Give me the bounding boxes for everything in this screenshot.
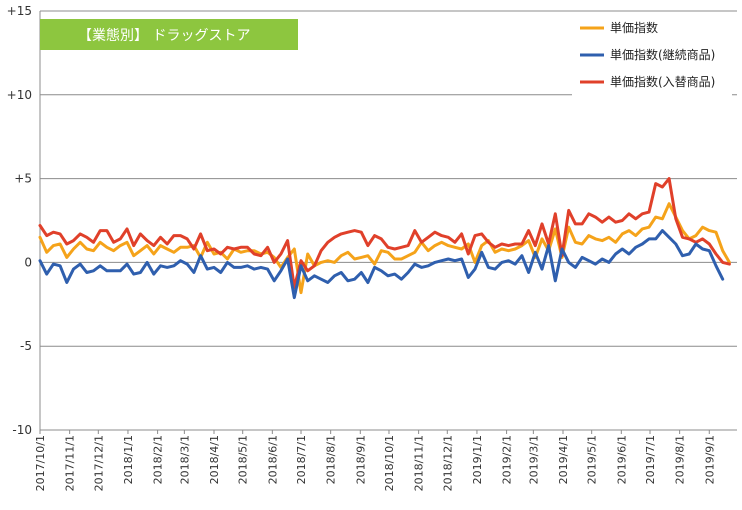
x-tick-label: 2018/10/1	[383, 435, 396, 491]
y-axis-ticks: +15 +10 +5 0 -5 -10	[7, 4, 32, 437]
x-tick-label: 2017/10/1	[34, 435, 47, 491]
series-lines	[38, 177, 731, 300]
chart-title: 【業態別】 ドラッグストア	[78, 28, 250, 44]
x-tick-label: 2019/1/1	[471, 435, 484, 484]
legend-label: 単価指数(継続商品)	[610, 47, 715, 62]
y-tick-label: -5	[20, 339, 32, 353]
series-line	[38, 177, 731, 289]
x-tick-label: 2019/7/1	[644, 435, 657, 484]
x-tick-label: 2018/8/1	[325, 435, 338, 484]
x-tick-label: 2018/7/1	[295, 435, 308, 484]
x-tick-label: 2019/6/1	[615, 435, 628, 484]
legend-label: 単価指数(入替商品)	[610, 74, 715, 89]
x-tick-label: 2019/5/1	[586, 435, 599, 484]
x-tick-label: 2019/8/1	[674, 435, 687, 484]
chart-title-badge: 【業態別】 ドラッグストア	[40, 19, 298, 50]
legend-label: 単価指数	[610, 20, 658, 35]
y-tick-label: -10	[12, 423, 32, 437]
x-tick-label: 2018/5/1	[237, 435, 250, 484]
x-tick-label: 2019/4/1	[557, 435, 570, 484]
x-tick-label: 2018/1/1	[122, 435, 135, 484]
y-tick-label: +5	[14, 172, 32, 186]
x-tick-label: 2019/2/1	[501, 435, 514, 484]
y-tick-label: +15	[7, 4, 32, 18]
y-tick-label: +10	[7, 88, 32, 102]
x-tick-label: 2018/9/1	[354, 435, 367, 484]
series-line	[38, 229, 725, 300]
x-tick-label: 2018/2/1	[152, 435, 165, 484]
y-tick-label: 0	[24, 255, 32, 269]
x-tick-label: 2018/11/1	[413, 435, 426, 491]
x-tick-label: 2019/3/1	[527, 435, 540, 484]
x-tick-label: 2018/6/1	[266, 435, 279, 484]
x-tick-label: 2017/11/1	[64, 435, 77, 491]
x-axis-ticks: 2017/10/1 2017/11/1 2017/12/1 2018/1/1 2018/…	[34, 430, 716, 491]
x-tick-label: 2018/4/1	[208, 435, 221, 484]
chart-title-background	[40, 19, 298, 50]
x-tick-label: 2017/12/1	[92, 435, 105, 491]
x-tick-label: 2018/3/1	[178, 435, 191, 484]
x-tick-label: 2018/12/1	[441, 435, 454, 491]
x-tick-label: 2019/9/1	[703, 435, 716, 484]
series-line	[38, 202, 731, 295]
